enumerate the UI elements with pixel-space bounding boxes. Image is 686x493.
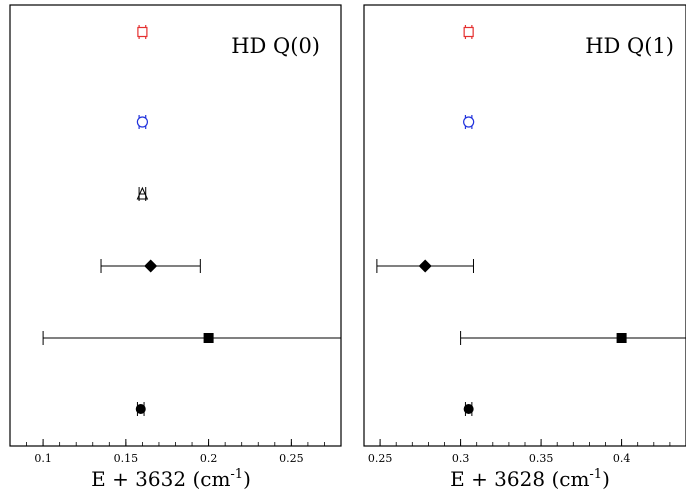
open-circle-marker xyxy=(136,116,148,128)
x-axis-title: E + 3628 (cm-1) xyxy=(450,467,610,491)
x-tick-label: 0.25 xyxy=(279,452,304,465)
x-axis-title-close: ) xyxy=(243,467,251,491)
filled-circle-marker xyxy=(463,404,474,414)
x-tick-label: 0.25 xyxy=(368,452,393,465)
x-tick-label: 0.15 xyxy=(114,452,139,465)
filled-square-marker xyxy=(616,333,627,343)
panel-title: HD Q(0) xyxy=(231,34,320,58)
data-marks xyxy=(376,25,686,416)
data-marks xyxy=(42,25,341,416)
x-tick-label: 0.2 xyxy=(200,452,218,465)
open-circle-marker xyxy=(463,116,475,128)
open-square-marker xyxy=(137,26,148,38)
x-tick-label: 0.3 xyxy=(452,452,470,465)
filled-diamond-marker xyxy=(418,259,432,273)
filled-square-marker xyxy=(203,333,214,343)
open-triangle-marker xyxy=(136,186,149,200)
open-square-marker xyxy=(463,26,474,38)
plot-frame xyxy=(9,4,342,447)
x-ticks: 0.1 0.15 0.2 0.25 xyxy=(26,439,325,465)
filled-circle-marker xyxy=(135,404,146,414)
x-axis-title-superscript: -1 xyxy=(589,467,602,482)
x-tick-label: 0.4 xyxy=(613,452,631,465)
filled-diamond-marker xyxy=(144,259,158,273)
x-axis-title: E + 3632 (cm-1) xyxy=(91,467,251,491)
panel-hd-q0: 0.1 0.15 0.2 0.25 HD Q(0) E + 3632 (cm-1) xyxy=(9,4,342,491)
x-tick-label: 0.35 xyxy=(529,452,554,465)
panel-hd-q1: 0.25 0.3 0.35 0.4 HD Q(1) E + 3628 (cm-1) xyxy=(363,4,686,491)
x-tick-label: 0.1 xyxy=(34,452,52,465)
x-axis-title-main: E + 3632 (cm xyxy=(91,467,230,491)
x-axis-title-main: E + 3628 (cm xyxy=(450,467,589,491)
panel-title: HD Q(1) xyxy=(585,34,674,58)
x-axis-title-superscript: -1 xyxy=(230,467,243,482)
plot-frame xyxy=(363,4,686,447)
x-ticks: 0.25 0.3 0.35 0.4 xyxy=(368,439,671,465)
x-axis-title-close: ) xyxy=(602,467,610,491)
